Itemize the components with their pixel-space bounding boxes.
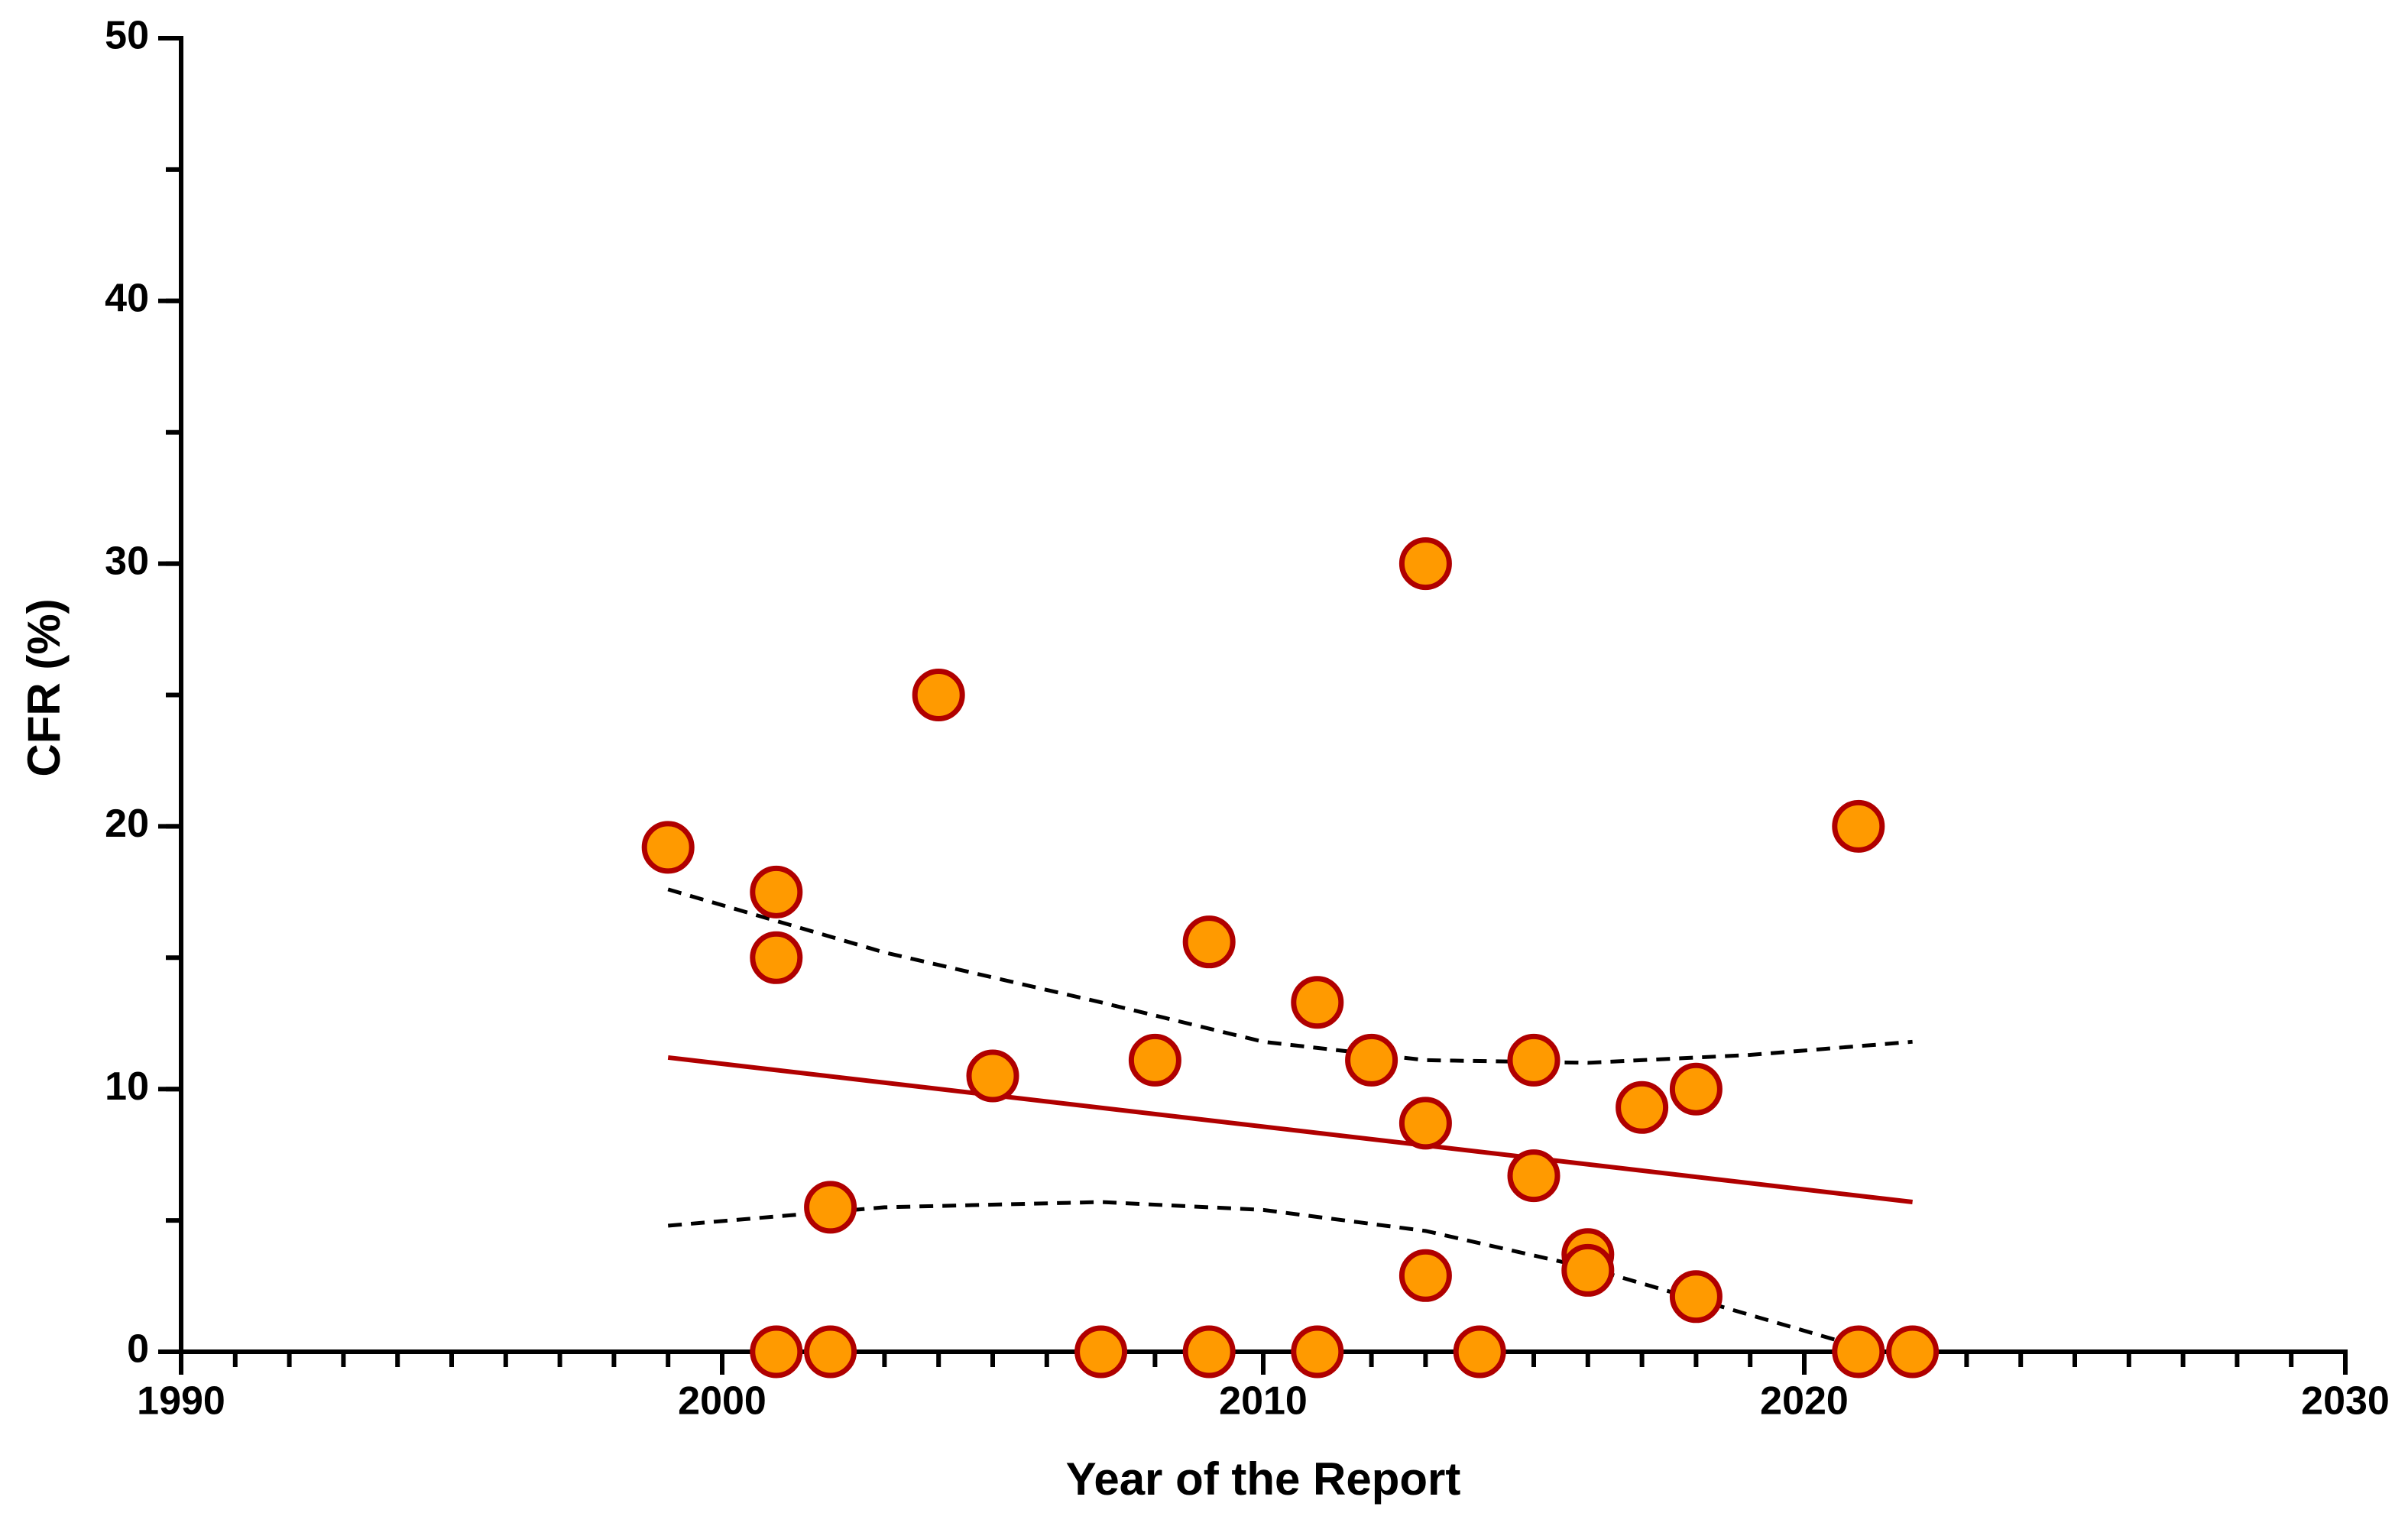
- data-point: [1182, 915, 1236, 969]
- y-tick-label: 50: [105, 14, 149, 58]
- data-point: [1507, 1033, 1561, 1087]
- confidence-band: [667, 1200, 1859, 1349]
- data-point: [750, 931, 803, 984]
- data-point: [1398, 1249, 1452, 1302]
- data-point: [750, 1325, 803, 1379]
- data-point: [1074, 1325, 1128, 1379]
- confidence-band: [667, 887, 1913, 1065]
- data-point: [1398, 1097, 1452, 1150]
- data-point: [1453, 1325, 1506, 1379]
- x-tick-label: 2030: [2301, 1379, 2390, 1424]
- data-point: [912, 669, 965, 721]
- data-point: [966, 1049, 1019, 1103]
- data-point: [1561, 1243, 1615, 1297]
- data-point: [1669, 1062, 1723, 1116]
- x-axis-label: Year of the Report: [1066, 1453, 1461, 1505]
- data-point: [750, 865, 803, 919]
- data-point: [1398, 537, 1452, 591]
- data-point: [1669, 1270, 1723, 1324]
- data-point: [1616, 1081, 1669, 1134]
- data-point: [1128, 1033, 1181, 1087]
- data-point: [1832, 799, 1885, 853]
- data-point: [804, 1325, 857, 1379]
- x-tick-label: 1990: [137, 1379, 225, 1424]
- data-point: [1182, 1325, 1236, 1379]
- data-point: [804, 1181, 857, 1234]
- y-tick-label: 30: [105, 539, 149, 583]
- y-tick-label: 20: [105, 802, 149, 846]
- data-point: [1886, 1325, 1940, 1379]
- data-point: [1832, 1325, 1885, 1379]
- y-tick-label: 0: [127, 1327, 149, 1372]
- y-tick-label: 10: [105, 1064, 149, 1109]
- data-point: [1345, 1033, 1398, 1087]
- x-tick-label: 2010: [1219, 1379, 1308, 1424]
- data-point: [1507, 1149, 1561, 1203]
- x-tick-label: 2020: [1760, 1379, 1849, 1424]
- y-tick-label: 40: [105, 277, 149, 321]
- data-point: [1291, 1325, 1344, 1379]
- data-point: [641, 821, 695, 874]
- x-tick-label: 2000: [678, 1379, 766, 1424]
- y-axis-label: CFR (%): [18, 598, 70, 776]
- fit-line: [667, 1055, 1913, 1205]
- data-point: [1291, 976, 1344, 1029]
